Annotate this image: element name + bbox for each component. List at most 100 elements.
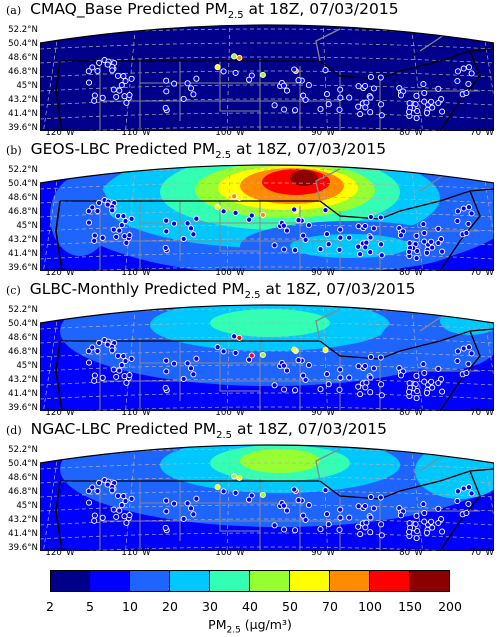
station-marker (114, 72, 122, 79)
map-panel: (b) GEOS-LBC Predicted PM2.5 at 18Z, 07/0… (0, 140, 500, 280)
station-marker (184, 220, 191, 227)
station-marker (162, 384, 169, 391)
station-marker (454, 77, 461, 85)
station-marker (85, 68, 92, 75)
station-marker (413, 372, 420, 379)
station-marker (116, 507, 123, 514)
plume-contour (210, 309, 330, 337)
station-marker (99, 94, 106, 101)
station-marker (355, 503, 362, 510)
station-marker (420, 221, 427, 228)
station-marker (465, 344, 473, 351)
station-marker (423, 109, 430, 116)
station-marker (236, 334, 243, 341)
station-marker (414, 107, 421, 115)
station-marker (337, 506, 344, 513)
station-marker (184, 500, 191, 507)
station-marker (85, 219, 93, 226)
station-marker (439, 528, 446, 535)
station-marker (180, 375, 187, 382)
station-marker (367, 73, 374, 81)
station-marker (171, 80, 178, 87)
station-marker (421, 238, 428, 245)
station-marker (323, 91, 331, 98)
latitude-label: 43.2°N (8, 515, 38, 525)
colorbar-tick-label: 70 (322, 599, 338, 614)
colorbar-tick-label: 5 (86, 599, 94, 614)
station-marker (280, 502, 287, 509)
station-marker (465, 64, 473, 71)
station-marker (283, 87, 291, 94)
station-marker (463, 229, 470, 237)
station-marker (322, 347, 329, 354)
station-marker (91, 92, 98, 99)
panel-label: (c) (6, 284, 21, 297)
station-marker (122, 77, 129, 85)
station-marker (323, 371, 331, 378)
station-marker (91, 512, 98, 519)
map-panel: (d) NGAC-LBC Predicted PM2.5 at 18Z, 07/0… (0, 420, 500, 560)
station-marker (454, 208, 461, 215)
station-marker (187, 505, 195, 512)
station-marker (423, 389, 430, 396)
station-marker (460, 205, 467, 212)
station-marker (109, 347, 116, 354)
station-marker (163, 77, 170, 84)
map-frame (40, 24, 494, 131)
station-marker (162, 244, 169, 251)
colorbar-tick-label: 10 (122, 599, 138, 614)
latitude-label: 52.2°N (8, 445, 38, 455)
station-marker (357, 111, 364, 118)
station-marker (367, 529, 374, 536)
station-marker (123, 519, 130, 526)
station-marker (378, 101, 385, 108)
station-marker (397, 92, 405, 99)
station-marker (180, 515, 187, 522)
station-marker (271, 522, 278, 529)
station-marker (104, 201, 111, 208)
station-marker (420, 501, 427, 508)
station-marker (120, 213, 127, 220)
station-marker (337, 234, 344, 241)
station-marker (337, 94, 344, 101)
longitude-label: 70°W (470, 408, 494, 418)
station-marker (163, 217, 170, 224)
longitude-label: 90°W (311, 268, 335, 278)
panel-title: (b) GEOS-LBC Predicted PM2.5 at 18Z, 07/0… (6, 140, 387, 162)
station-marker (122, 217, 129, 225)
station-marker (367, 493, 374, 501)
station-marker (171, 360, 178, 367)
monitor-stations (85, 53, 475, 122)
station-marker (378, 532, 385, 539)
station-marker (271, 242, 278, 249)
longitude-label: 70°W (470, 268, 494, 278)
station-marker (454, 348, 461, 355)
station-marker (109, 67, 116, 74)
station-marker (429, 524, 436, 531)
station-marker (214, 344, 221, 351)
station-marker (126, 232, 133, 239)
longitude-label: 110°W (121, 128, 151, 138)
station-marker (121, 513, 128, 520)
station-marker (423, 529, 430, 536)
station-marker (428, 378, 435, 385)
station-marker (259, 71, 266, 78)
station-marker (346, 94, 353, 101)
station-marker (85, 79, 93, 86)
station-marker (190, 91, 197, 98)
longitude-label: 120°W (45, 548, 75, 558)
station-marker (118, 82, 125, 89)
station-marker (460, 65, 467, 72)
station-marker (180, 95, 187, 102)
station-marker (378, 112, 385, 119)
station-marker (362, 502, 369, 510)
station-marker (367, 374, 374, 381)
station-marker (280, 222, 287, 229)
station-marker (429, 104, 436, 111)
station-marker (91, 237, 98, 244)
station-marker (123, 99, 130, 106)
station-marker (220, 348, 227, 355)
longitude-label: 120°W (45, 128, 75, 138)
station-marker (231, 473, 238, 480)
colorbar-tick-label: 100 (358, 599, 382, 614)
